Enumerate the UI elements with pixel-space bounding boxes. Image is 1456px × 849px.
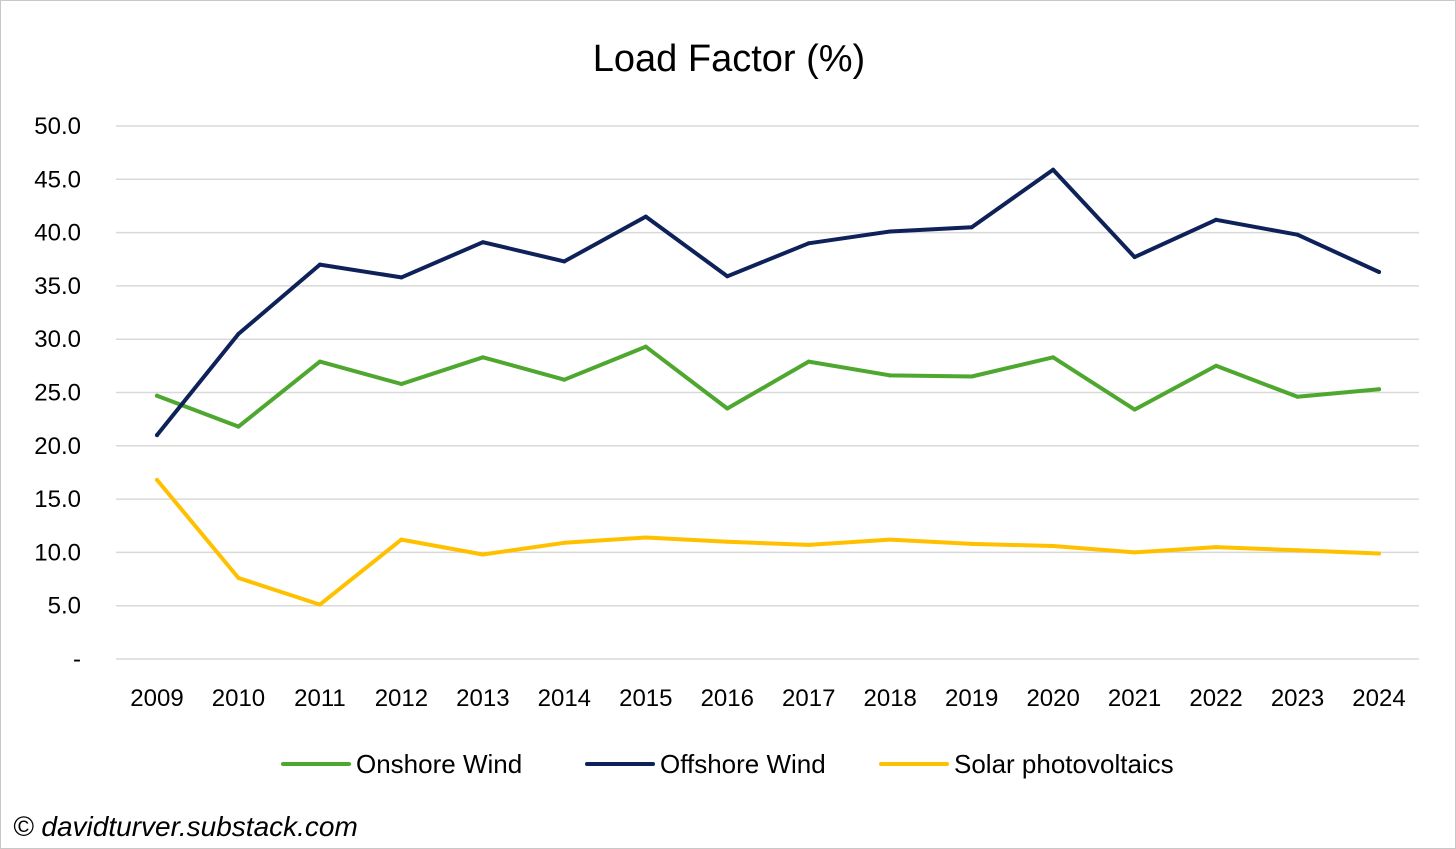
data-point-onshore-wind (969, 374, 974, 379)
series-line-solar-photovoltaics (155, 477, 1381, 607)
gridlines (116, 125, 1419, 660)
data-point-offshore-wind (643, 214, 648, 219)
data-point-onshore-wind (1377, 387, 1381, 392)
data-point-solar-photovoltaics (725, 539, 730, 544)
x-axis-ticks: 2009 2010 2011 2012 2013 2014 2015 2016 2017 2018… (130, 685, 1405, 712)
x-tick-label: 2023 (1271, 685, 1324, 712)
legend-label: Solar photovoltaics (954, 749, 1174, 779)
data-point-solar-photovoltaics (562, 540, 567, 545)
data-point-solar-photovoltaics (155, 477, 159, 482)
y-tick-label: 35.0 (34, 273, 81, 300)
legend: Onshore Wind Offshore Wind Solar photovolt… (281, 749, 1174, 779)
data-point-solar-photovoltaics (399, 537, 404, 542)
data-point-solar-photovoltaics (1051, 544, 1056, 549)
y-tick-label: 25.0 (34, 380, 81, 407)
data-point-offshore-wind (480, 240, 485, 245)
x-tick-label: 2020 (1026, 685, 1079, 712)
data-point-onshore-wind (1295, 394, 1300, 399)
data-point-onshore-wind (725, 406, 730, 411)
y-tick-label: 5.0 (48, 593, 81, 620)
data-point-offshore-wind (155, 433, 159, 438)
data-point-solar-photovoltaics (806, 542, 811, 547)
data-point-onshore-wind (236, 424, 241, 429)
y-tick-label: 50.0 (34, 113, 81, 140)
data-point-offshore-wind (725, 274, 730, 279)
legend-item-offshore-wind: Offshore Wind (585, 749, 826, 779)
x-tick-label: 2018 (864, 685, 917, 712)
x-tick-label: 2017 (782, 685, 835, 712)
data-point-onshore-wind (888, 373, 893, 378)
data-point-onshore-wind (1132, 407, 1137, 412)
chart-title: Load Factor (%) (593, 38, 865, 80)
data-point-offshore-wind (236, 331, 241, 336)
data-point-onshore-wind (643, 344, 648, 349)
x-tick-label: 2021 (1108, 685, 1161, 712)
data-point-offshore-wind (969, 225, 974, 230)
series-lines (155, 167, 1381, 607)
data-point-offshore-wind (806, 241, 811, 246)
x-tick-label: 2014 (538, 685, 591, 712)
legend-item-onshore-wind: Onshore Wind (281, 749, 522, 779)
data-point-offshore-wind (1214, 217, 1219, 222)
x-tick-label: 2024 (1352, 685, 1405, 712)
data-point-offshore-wind (1132, 255, 1137, 260)
y-tick-label: 20.0 (34, 433, 81, 460)
data-point-solar-photovoltaics (1132, 550, 1137, 555)
data-point-offshore-wind (1295, 232, 1300, 237)
x-tick-label: 2010 (212, 685, 265, 712)
x-tick-label: 2009 (130, 685, 183, 712)
x-tick-label: 2019 (945, 685, 998, 712)
data-point-offshore-wind (1051, 167, 1056, 172)
y-tick-label: 45.0 (34, 166, 81, 193)
x-tick-label: 2022 (1189, 685, 1242, 712)
data-point-onshore-wind (806, 359, 811, 364)
data-point-solar-photovoltaics (480, 552, 485, 557)
data-point-solar-photovoltaics (969, 541, 974, 546)
data-point-solar-photovoltaics (643, 535, 648, 540)
data-point-onshore-wind (1051, 355, 1056, 360)
data-point-onshore-wind (155, 393, 159, 398)
data-point-offshore-wind (562, 259, 567, 264)
y-tick-label: 15.0 (34, 486, 81, 513)
legend-item-solar-photovoltaics: Solar photovoltaics (879, 749, 1174, 779)
data-point-onshore-wind (317, 359, 322, 364)
x-tick-label: 2015 (619, 685, 672, 712)
data-point-solar-photovoltaics (1377, 551, 1381, 556)
x-tick-label: 2011 (294, 685, 346, 712)
y-tick-label: 30.0 (34, 326, 81, 353)
y-tick-label: 40.0 (34, 220, 81, 247)
data-point-onshore-wind (562, 377, 567, 382)
data-point-onshore-wind (1214, 363, 1219, 368)
y-tick-label: 10.0 (34, 539, 81, 566)
data-point-solar-photovoltaics (1214, 545, 1219, 550)
credit-text: © davidturver.substack.com (13, 811, 358, 842)
data-point-solar-photovoltaics (888, 537, 893, 542)
x-tick-label: 2016 (701, 685, 754, 712)
x-tick-label: 2012 (375, 685, 428, 712)
data-point-solar-photovoltaics (317, 602, 322, 607)
y-axis-ticks: - 5.0 10.0 15.0 20.0 25.0 30.0 35.0 40.0 45.0 50.0 (34, 113, 81, 673)
y-tick-label: - (73, 646, 81, 673)
legend-label: Offshore Wind (660, 749, 826, 779)
legend-label: Onshore Wind (356, 749, 522, 779)
data-point-solar-photovoltaics (236, 575, 241, 580)
data-point-onshore-wind (399, 381, 404, 386)
data-point-offshore-wind (888, 229, 893, 234)
data-point-solar-photovoltaics (1295, 548, 1300, 553)
x-tick-label: 2013 (456, 685, 509, 712)
series-line-onshore-wind (155, 344, 1381, 429)
data-point-offshore-wind (399, 275, 404, 280)
data-point-onshore-wind (480, 355, 485, 360)
data-point-offshore-wind (317, 262, 322, 267)
series-line-offshore-wind (155, 167, 1381, 438)
data-point-offshore-wind (1377, 270, 1381, 275)
